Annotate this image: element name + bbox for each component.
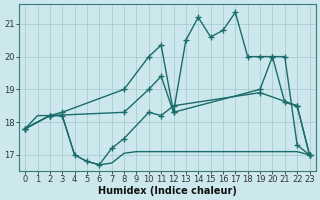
X-axis label: Humidex (Indice chaleur): Humidex (Indice chaleur) bbox=[98, 186, 237, 196]
